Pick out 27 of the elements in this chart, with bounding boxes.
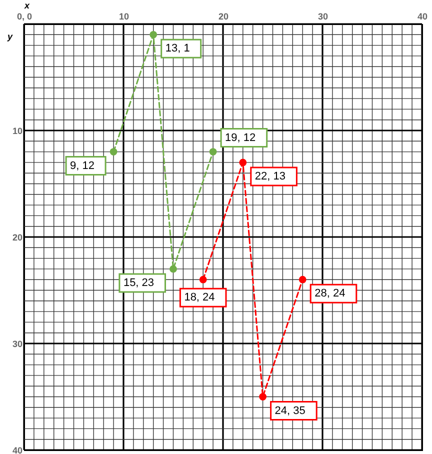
data-label: 24, 35 (274, 404, 306, 417)
x-tick-label: 20 (218, 12, 229, 22)
y-tick-label: 30 (12, 339, 22, 349)
point (209, 148, 217, 156)
y-tick-label: 10 (12, 126, 22, 136)
y-tick-label: 40 (12, 446, 22, 454)
data-label: 22, 13 (254, 170, 286, 182)
point (110, 148, 118, 156)
y-axis-title: y (6, 32, 14, 42)
x-tick-label: 0, 0 (16, 12, 32, 22)
data-label: 15, 23 (123, 276, 154, 289)
point (259, 393, 267, 400)
data-label: 9, 12 (70, 160, 95, 172)
y-tick-label: 20 (12, 232, 22, 242)
point (150, 30, 158, 38)
x-tick-label: 10 (118, 12, 130, 22)
data-label: 28, 24 (314, 288, 346, 300)
x-tick-label: 30 (318, 12, 328, 22)
data-label: 18, 24 (184, 292, 215, 304)
data-label: 13, 1 (165, 42, 190, 55)
point (298, 276, 306, 284)
x-axis-title: x (24, 0, 30, 10)
point (199, 276, 207, 284)
x-tick-label: 40 (417, 12, 428, 22)
data-label: 19, 12 (225, 132, 256, 144)
point (239, 158, 247, 166)
point (170, 265, 177, 273)
